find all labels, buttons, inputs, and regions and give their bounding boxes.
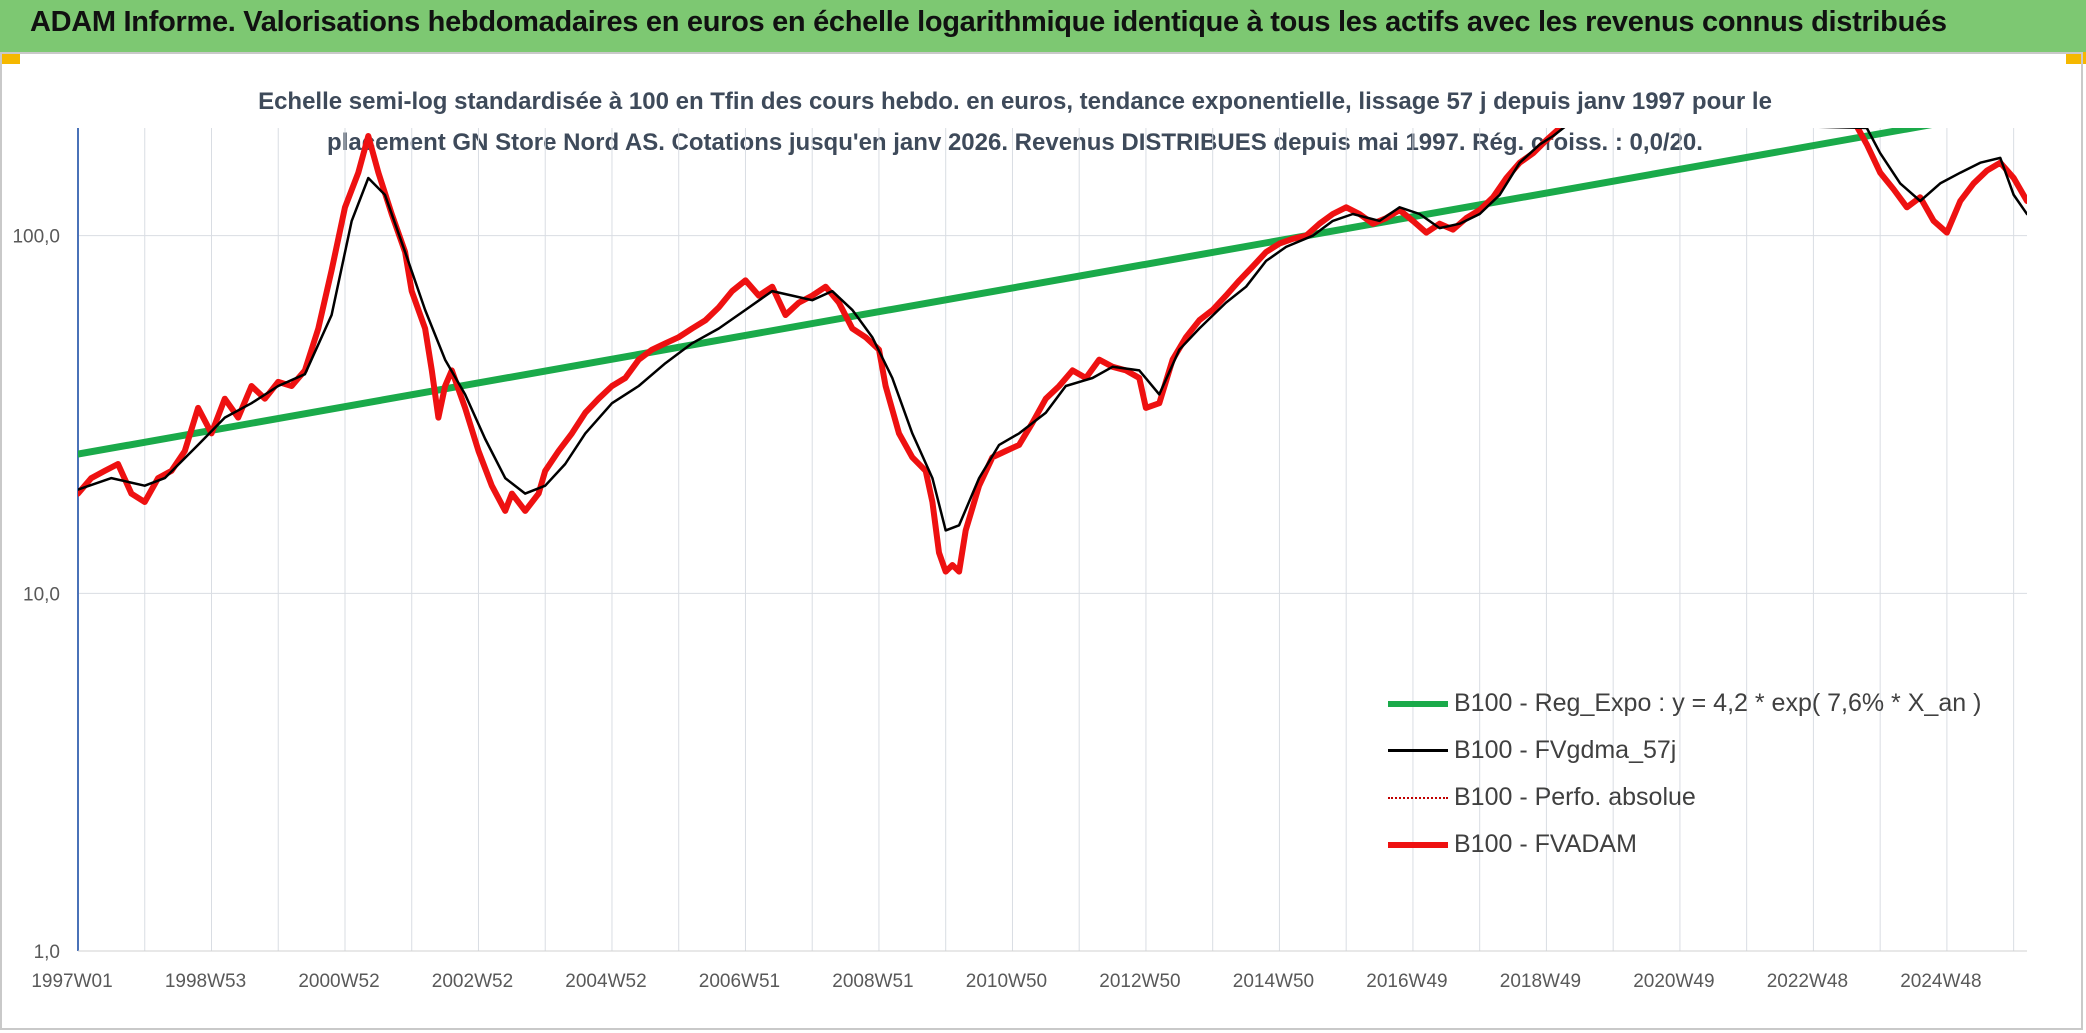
- x-tick-label: 2024W48: [1900, 971, 1981, 992]
- chart-subtitle-line-2: placement GN Store Nord AS. Cotations ju…: [327, 129, 1703, 156]
- x-tick-label: 2014W50: [1233, 971, 1314, 992]
- series-line-3: [78, 128, 2027, 575]
- corner-marker-left: [0, 52, 20, 64]
- chart-frame: [0, 52, 2083, 1030]
- chart-subtitle-line-1: Echelle semi-log standardisée à 100 en T…: [258, 88, 1772, 115]
- legend-swatch-perfo-absolue: [1388, 796, 1448, 799]
- header-banner: ADAM Informe. Valorisations hebdomadaire…: [0, 0, 2086, 54]
- x-tick-label: 1998W53: [165, 971, 246, 992]
- series-line-1: [78, 128, 2027, 532]
- series-line-0: [78, 128, 1933, 458]
- y-tick-label: 100,0: [12, 227, 60, 248]
- legend-label-reg-expo: B100 - Reg_Expo : y = 4,2 * exp( 7,6% * …: [1454, 689, 1982, 717]
- x-tick-label: 2004W52: [565, 971, 646, 992]
- x-tick-label: 2010W50: [966, 971, 1047, 992]
- x-tick-label: 2012W50: [1099, 971, 1180, 992]
- legend-label-fvgdma: B100 - FVgdma_57j: [1454, 736, 1677, 764]
- x-tick-label: 2000W52: [298, 971, 379, 992]
- legend-item-fvgdma: B100 - FVgdma_57j: [1388, 727, 1981, 774]
- x-tick-label: 1997W01: [31, 971, 112, 992]
- legend-item-reg-expo: B100 - Reg_Expo : y = 4,2 * exp( 7,6% * …: [1388, 680, 1981, 727]
- legend-label-fvadam: B100 - FVADAM: [1454, 830, 1637, 858]
- y-tick-label: 1,0: [34, 942, 60, 963]
- x-tick-label: 2006W51: [699, 971, 780, 992]
- legend-item-fvadam: B100 - FVADAM: [1388, 821, 1981, 868]
- x-tick-label: 2020W49: [1633, 971, 1714, 992]
- page-title: ADAM Informe. Valorisations hebdomadaire…: [30, 6, 1947, 38]
- legend-label-perfo-absolue: B100 - Perfo. absolue: [1454, 783, 1696, 811]
- y-tick-label: 10,0: [23, 584, 60, 605]
- x-tick-label: 2002W52: [432, 971, 513, 992]
- x-tick-label: 2008W51: [832, 971, 913, 992]
- legend-swatch-fvadam: [1388, 841, 1448, 848]
- x-tick-label: 2018W49: [1500, 971, 1581, 992]
- x-tick-label: 2016W49: [1366, 971, 1447, 992]
- legend-swatch-fvgdma: [1388, 749, 1448, 752]
- x-tick-label: 2022W48: [1767, 971, 1848, 992]
- legend-item-perfo-absolue: B100 - Perfo. absolue: [1388, 774, 1981, 821]
- legend-swatch-reg-expo: [1388, 700, 1448, 707]
- chart-legend: B100 - Reg_Expo : y = 4,2 * exp( 7,6% * …: [1388, 680, 1981, 868]
